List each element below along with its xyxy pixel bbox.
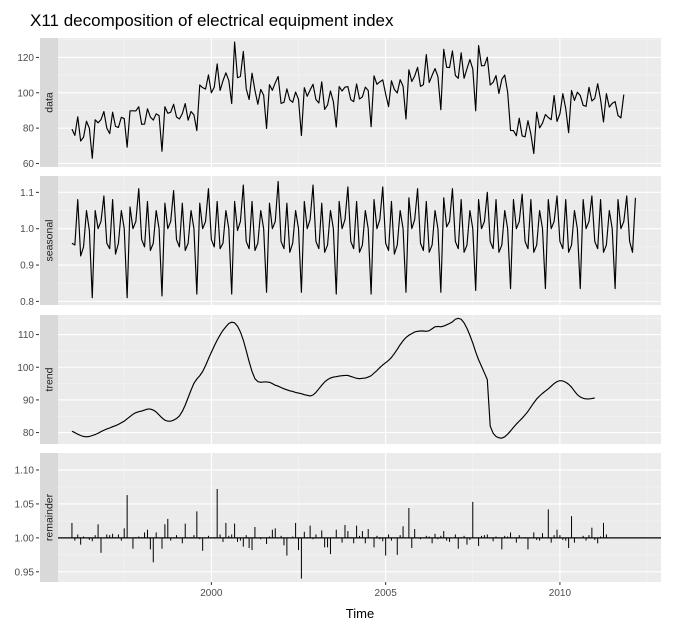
y-tick-label: 100 [17, 363, 34, 374]
x-axis-title: Time [346, 606, 374, 621]
strip-label-remainder: remainder [44, 493, 56, 541]
y-tick-label: 0.95 [15, 567, 35, 578]
y-tick-label: 90 [23, 395, 35, 406]
data-line [71, 41, 625, 159]
panel-seasonal: 0.8 0.9 1.0 1.1 seasonal [20, 176, 661, 308]
y-tick-label: 0.9 [20, 261, 34, 272]
x-tick-label: 2000 [200, 588, 223, 599]
panel-data: 60 80 100 120 data [17, 38, 661, 170]
y-tick-label: 0.8 [20, 297, 34, 308]
y-tick-label: 1.10 [15, 465, 35, 476]
panel-background [58, 315, 661, 444]
series-group [58, 488, 661, 579]
series-group [71, 180, 637, 299]
y-tick-label: 100 [17, 88, 34, 99]
panel-trend: 80 90 100 110 trend [17, 315, 661, 444]
strip-background [40, 176, 58, 305]
panel-background [58, 176, 661, 305]
y-tick-label: 120 [17, 53, 34, 64]
x-tick-label: 2010 [549, 588, 572, 599]
x-tick-label: 2005 [375, 588, 398, 599]
strip-background [40, 38, 58, 167]
y-tick-label: 1.00 [15, 533, 35, 544]
y-tick-label: 80 [23, 124, 35, 135]
strip-label-seasonal: seasonal [44, 219, 56, 261]
chart-title: X11 decomposition of electrical equipmen… [30, 11, 394, 30]
strip-background [40, 453, 58, 582]
y-tick-label: 80 [23, 428, 35, 439]
y-tick-label: 60 [23, 159, 35, 170]
trend-line [71, 317, 595, 439]
strip-label-trend: trend [44, 367, 56, 391]
x-axis: 2000 2005 2010 [200, 582, 571, 599]
y-tick-label: 110 [18, 330, 34, 341]
y-tick-label: 1.1 [20, 188, 34, 199]
seasonal-line [71, 180, 637, 299]
y-tick-label: 1.0 [20, 224, 34, 235]
y-tick-label: 1.05 [15, 499, 35, 510]
strip-label-data: data [44, 92, 56, 113]
series-group [71, 41, 625, 159]
panels-layer: 60 80 100 120 data 0.8 0.9 1.0 1.1 seasonal 80 90 10… [15, 38, 661, 582]
series-group [71, 317, 595, 439]
panel-remainder: 0.95 1.00 1.05 1.10 remainder [15, 453, 661, 582]
panel-background [58, 453, 661, 582]
strip-background [40, 315, 58, 444]
